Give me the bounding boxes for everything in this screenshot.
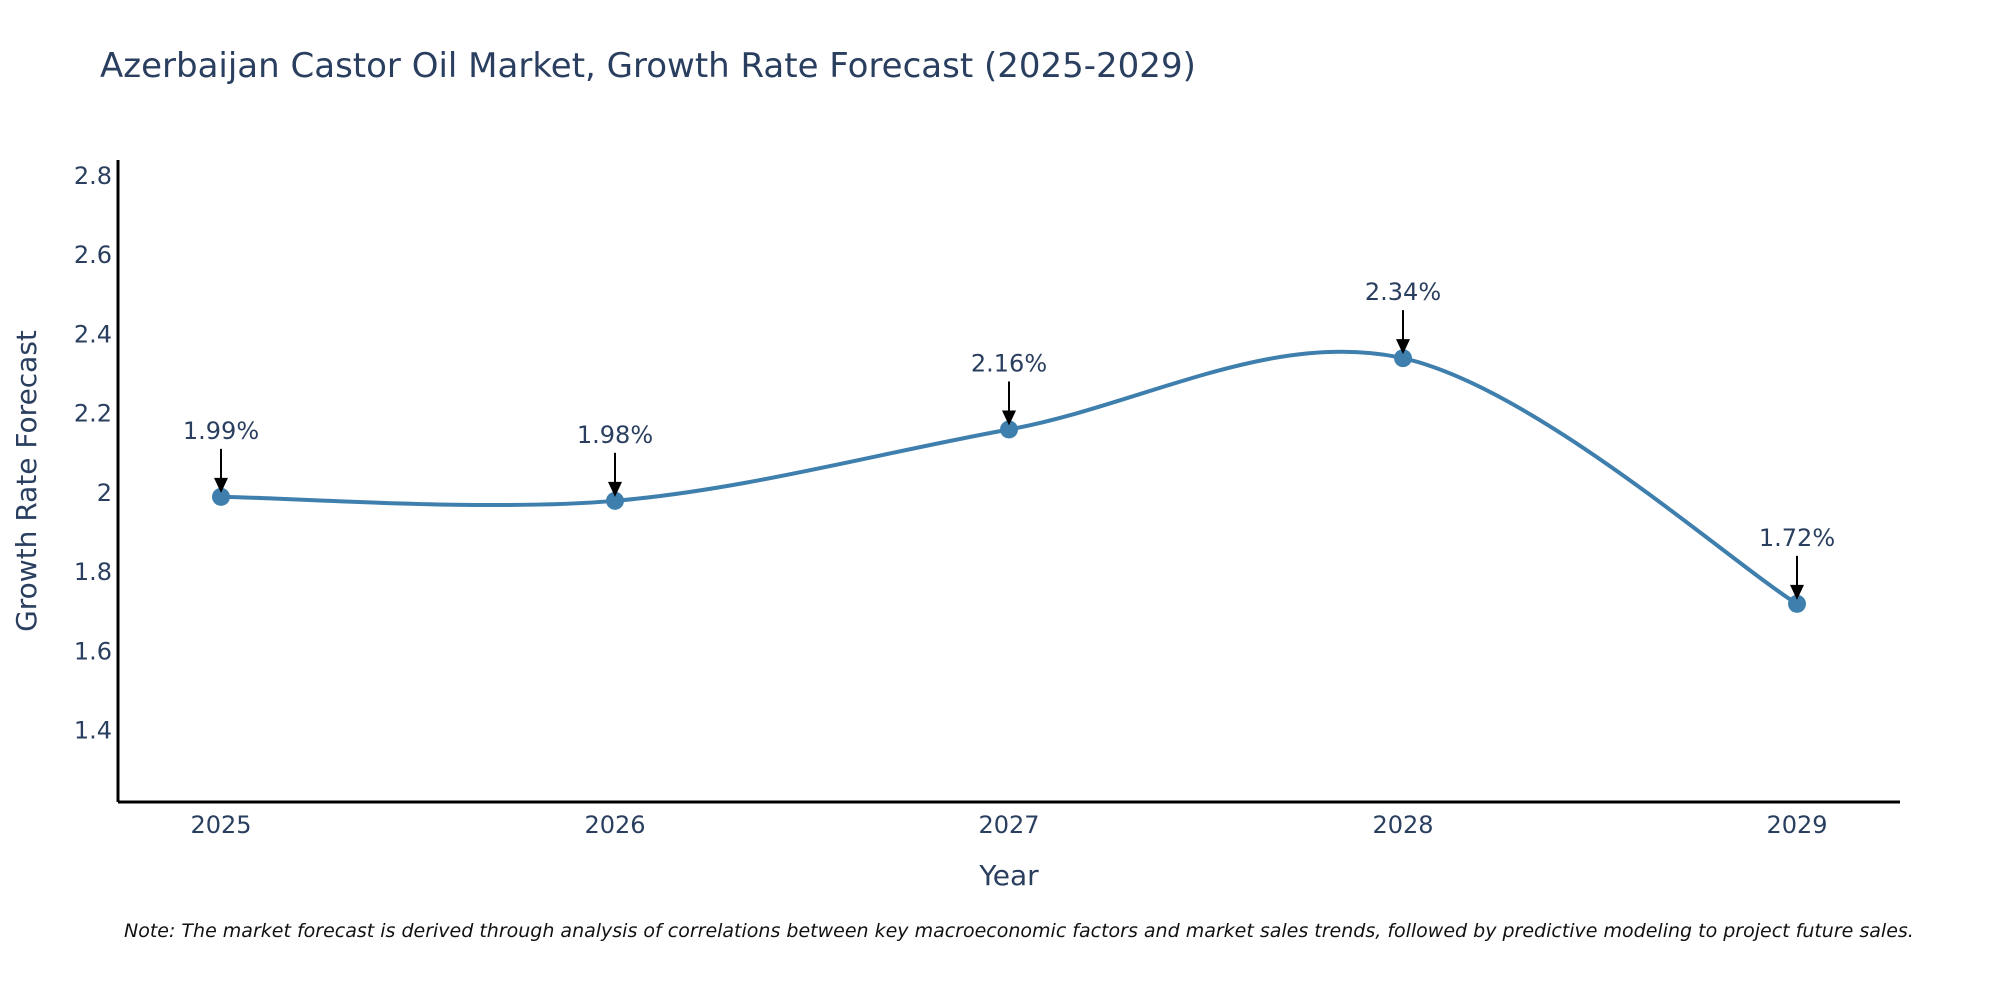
- data-annotations: 1.99% 1.98% 2.16% 2.34% 1.72%: [183, 278, 1835, 600]
- y-tick-label: 2.6: [74, 241, 112, 269]
- data-point: [212, 487, 230, 506]
- chart-title: Azerbaijan Castor Oil Market, Growth Rat…: [100, 46, 1196, 86]
- y-tick-label: 2.4: [74, 320, 112, 348]
- annotation-arrow-head: [608, 481, 622, 497]
- x-axis-ticks: 2025 2026 2027 2028 2029: [190, 811, 1827, 839]
- annotation-label: 1.72%: [1759, 524, 1835, 552]
- data-point: [1394, 349, 1412, 368]
- y-tick-label: 1.6: [74, 637, 112, 665]
- y-tick-label: 2.2: [74, 400, 112, 428]
- x-tick-label: 2026: [584, 811, 645, 839]
- y-tick-label: 2: [97, 479, 112, 507]
- chart-note: Note: The market forecast is derived thr…: [124, 920, 1914, 942]
- x-axis-title: Year: [978, 859, 1039, 892]
- data-point: [606, 491, 624, 510]
- x-tick-label: 2029: [1766, 811, 1827, 839]
- data-point: [1788, 594, 1806, 613]
- annotation-arrow-head: [1002, 410, 1016, 426]
- y-tick-label: 2.8: [74, 162, 112, 190]
- x-tick-label: 2028: [1372, 811, 1433, 839]
- x-tick-label: 2027: [978, 811, 1039, 839]
- y-axis-title: Growth Rate Forecast: [10, 330, 43, 632]
- y-axis-ticks: 1.4 1.6 1.8 2 2.2 2.4 2.6 2.8: [74, 162, 112, 745]
- y-tick-label: 1.8: [74, 558, 112, 586]
- data-points: [212, 349, 1806, 613]
- annotation-label: 1.98%: [577, 421, 653, 449]
- y-tick-label: 1.4: [74, 717, 112, 745]
- annotation-label: 2.34%: [1365, 278, 1441, 306]
- annotation-label: 1.99%: [183, 417, 259, 445]
- x-tick-label: 2025: [190, 811, 251, 839]
- annotation-arrow-head: [1396, 339, 1410, 355]
- annotation-label: 2.16%: [971, 349, 1047, 377]
- annotation-arrow-head: [1790, 584, 1804, 600]
- annotation-arrow-head: [214, 477, 228, 493]
- data-point: [1000, 420, 1018, 439]
